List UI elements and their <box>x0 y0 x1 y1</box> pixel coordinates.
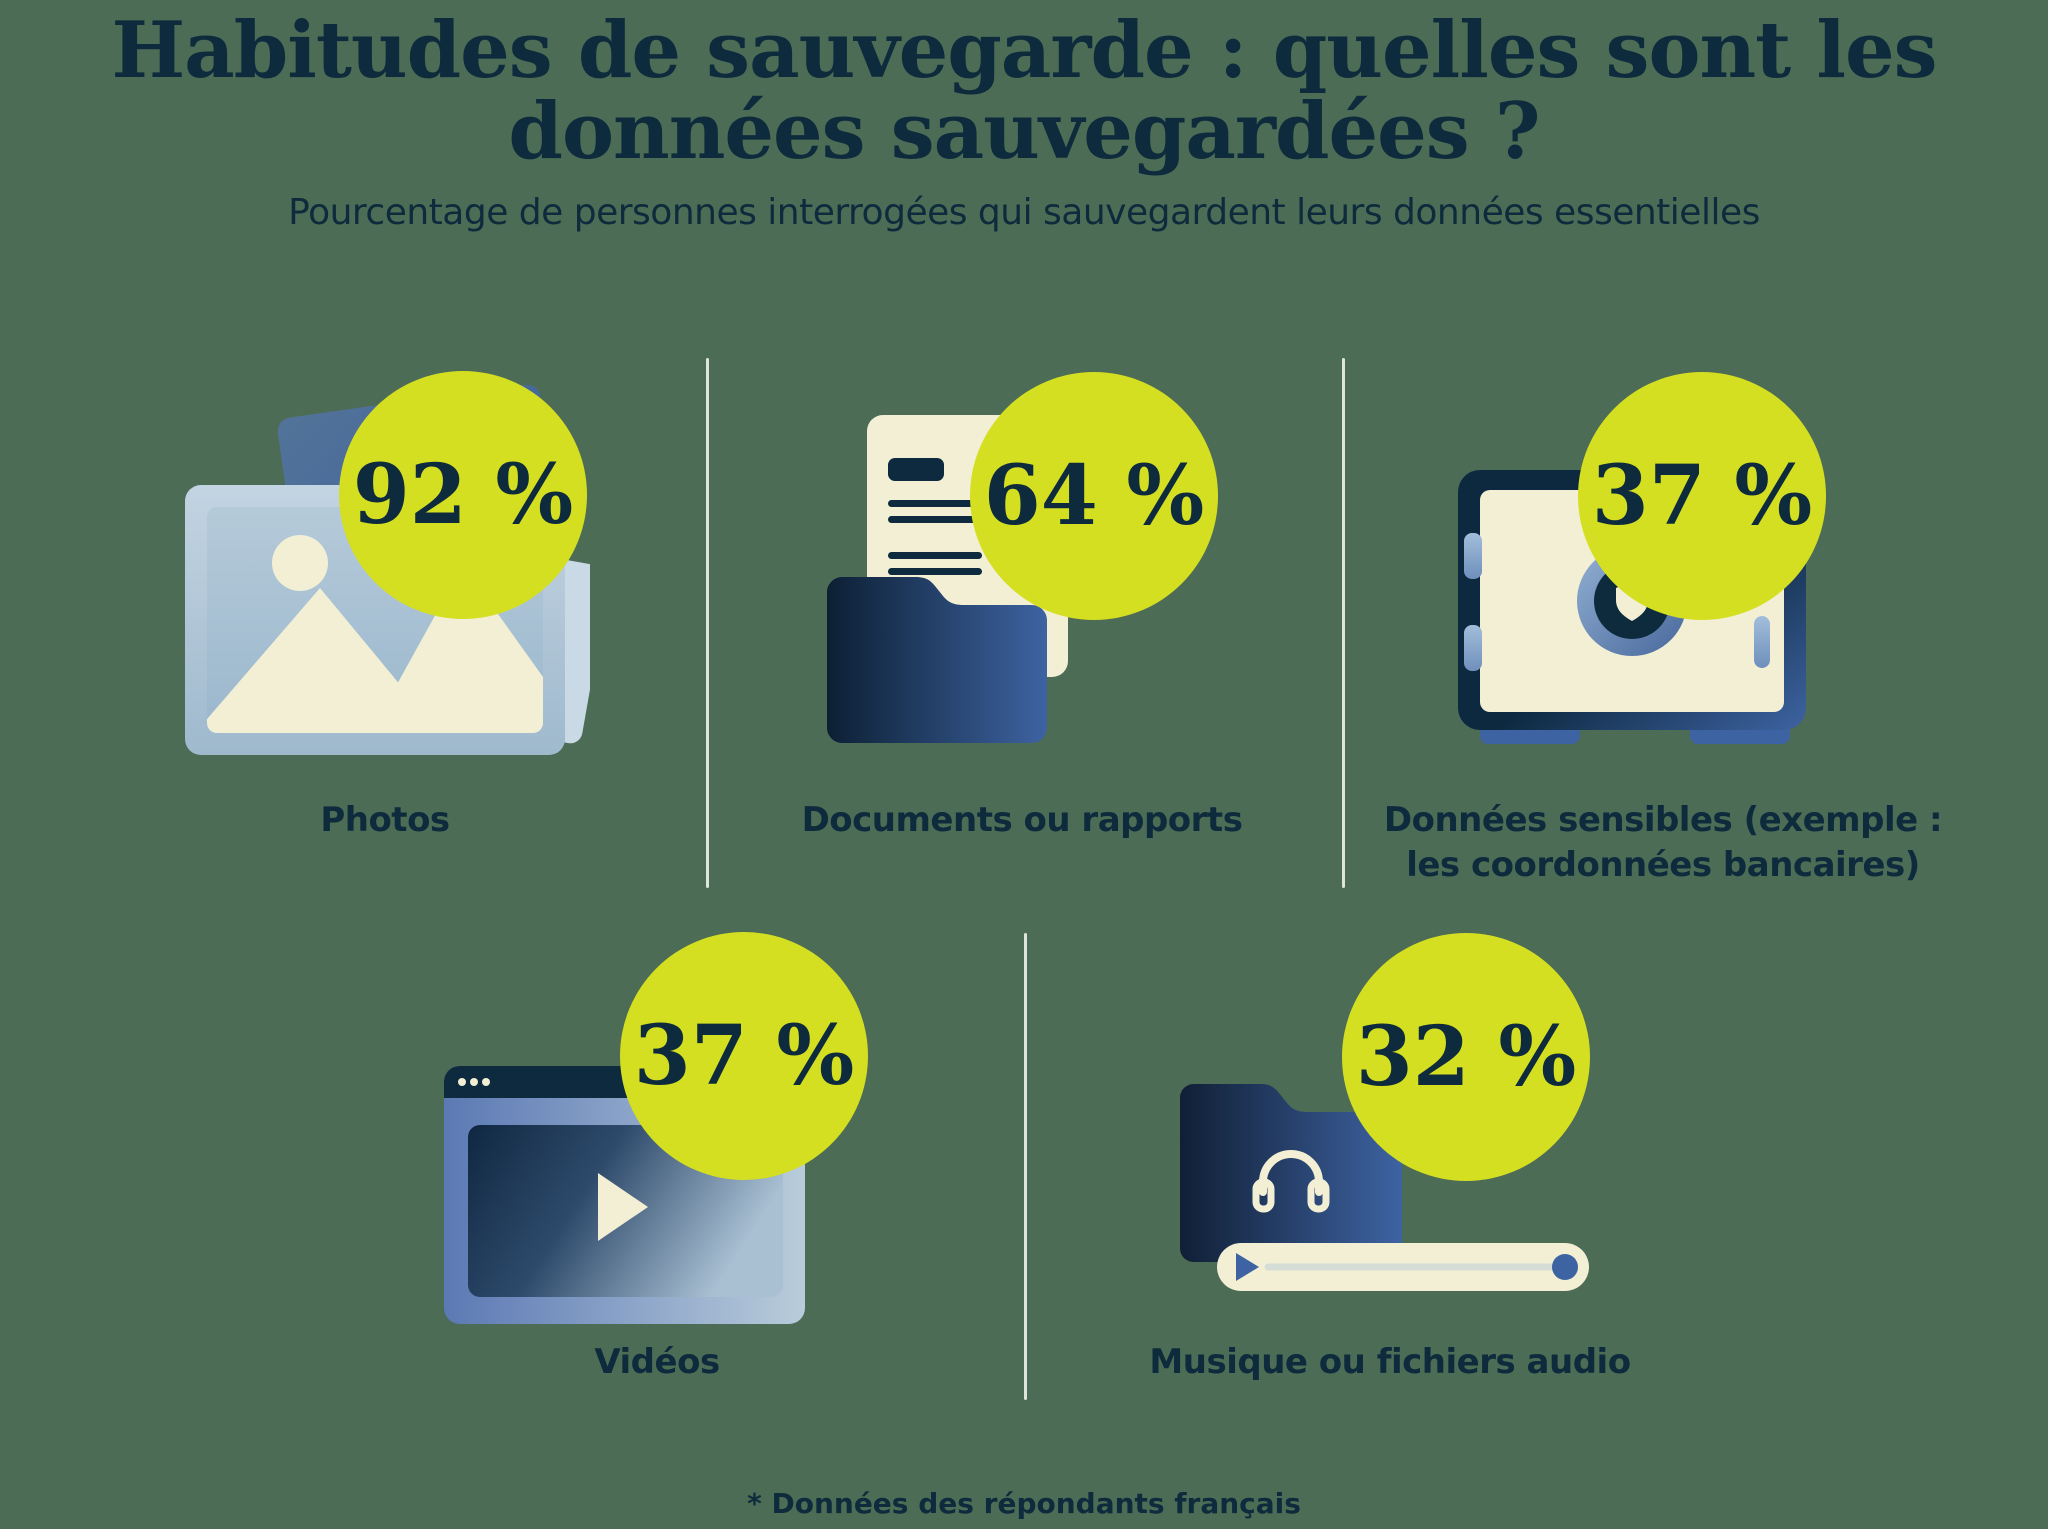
label-photos-line1: Photos <box>320 800 450 840</box>
page-title: Habitudes de sauvegarde : quelles sont l… <box>0 10 2048 172</box>
stat-value-documents: 64 % <box>983 448 1205 544</box>
page-title-line1: Habitudes de sauvegarde : quelles sont l… <box>111 5 1937 96</box>
stat-circle-documents: 64 % <box>970 372 1218 620</box>
label-donnees-sensibles: Données sensibles (exemple : les coordon… <box>1363 798 1963 888</box>
stat-circle-donnees-sensibles: 37 % <box>1578 372 1826 620</box>
label-photos: Photos <box>185 798 585 843</box>
label-videos-line1: Vidéos <box>594 1342 720 1382</box>
label-musique-line1: Musique ou fichiers audio <box>1149 1342 1631 1382</box>
footnote: * Données des répondants français <box>747 1487 1301 1520</box>
stat-circle-videos: 37 % <box>620 932 868 1180</box>
stat-circle-musique: 32 % <box>1342 933 1590 1181</box>
stat-value-photos: 92 % <box>352 447 574 543</box>
label-videos: Vidéos <box>457 1340 857 1385</box>
stat-value-musique: 32 % <box>1355 1009 1577 1105</box>
stat-circle-photos: 92 % <box>339 371 587 619</box>
label-donnees-sensibles-line2: les coordonnées bancaires) <box>1406 844 1920 885</box>
page-title-line2: données sauvegardées ? <box>508 86 1540 178</box>
stat-value-donnees-sensibles: 37 % <box>1591 448 1813 544</box>
label-documents-line1: Documents ou rapports <box>801 800 1243 840</box>
music-folder-icon <box>1160 1060 1600 1304</box>
divider-row1-left <box>706 358 709 888</box>
label-donnees-sensibles-line1: Données sensibles (exemple : <box>1383 800 1943 840</box>
label-musique: Musique ou fichiers audio <box>1140 1340 1640 1385</box>
divider-row1-right <box>1342 358 1345 888</box>
stat-value-videos: 37 % <box>633 1008 855 1104</box>
label-documents: Documents ou rapports <box>772 798 1272 843</box>
divider-row2 <box>1024 933 1027 1400</box>
page-subtitle: Pourcentage de personnes interrogées qui… <box>288 192 1760 233</box>
